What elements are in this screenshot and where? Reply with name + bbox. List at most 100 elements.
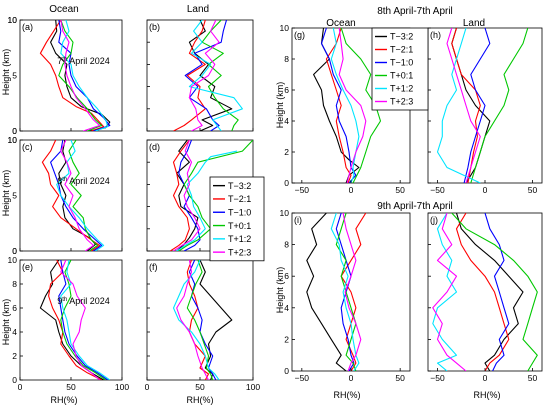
ytick-label-g-3: 6 bbox=[284, 85, 289, 95]
land-title-right: Land bbox=[463, 18, 485, 29]
series-line-d-1 bbox=[169, 140, 190, 251]
legend-label-right-4: T+1:2 bbox=[390, 84, 413, 94]
legend-label-left-0: T−3:2 bbox=[228, 181, 251, 191]
ytick-label-g-0: 0 bbox=[284, 178, 289, 188]
ytick-label-e-2: 4 bbox=[12, 327, 17, 337]
series-line-i-5 bbox=[342, 213, 362, 371]
legend-box-left bbox=[209, 176, 265, 262]
panel-f: 0 50 100 (f) bbox=[145, 259, 260, 392]
series-line-h-4 bbox=[436, 28, 481, 183]
legend-label-left-4: T+1:2 bbox=[228, 234, 251, 244]
panel-frame-e bbox=[19, 259, 123, 381]
panel-h: −50 0 50 (h) bbox=[427, 27, 543, 195]
panel-letter-e: (e) bbox=[22, 262, 33, 272]
series-line-d-3 bbox=[178, 140, 253, 251]
ytick-label-c-5: 10 bbox=[8, 135, 18, 145]
xtick-label-e-1: 50 bbox=[66, 382, 76, 392]
series-line-a-3 bbox=[58, 20, 103, 131]
panel-i: 0 2 4 6 8 10 −50 0 50 (i) bbox=[280, 208, 411, 383]
xlabel-i: RH(%) bbox=[334, 390, 361, 400]
panel-frame-j bbox=[427, 212, 543, 372]
panel-letter-d: (d) bbox=[149, 142, 160, 152]
legend-label-left-2: T−1:0 bbox=[228, 207, 251, 217]
panel-letter-b: (b) bbox=[149, 22, 160, 32]
series-line-g-2 bbox=[320, 28, 357, 183]
panel-frame-c bbox=[19, 139, 123, 252]
series-line-i-0 bbox=[306, 213, 347, 371]
series-line-g-4 bbox=[330, 28, 360, 183]
series-line-e-5 bbox=[60, 260, 100, 380]
ocean-title-left: Ocean bbox=[49, 4, 78, 15]
legend-label-right-2: T−1:0 bbox=[390, 58, 413, 68]
xtick-label-h-1: 0 bbox=[483, 185, 488, 195]
legend-box-right bbox=[371, 27, 429, 111]
legend-label-left-5: T+2:3 bbox=[228, 247, 251, 257]
panel-letter-h: (h) bbox=[430, 30, 441, 40]
xtick-label-g-1: 0 bbox=[349, 185, 354, 195]
series-line-d-2 bbox=[178, 140, 201, 251]
series-line-f-3 bbox=[186, 260, 214, 380]
xtick-label-i-1: 0 bbox=[349, 373, 354, 383]
panel-letter-g: (g) bbox=[294, 30, 305, 40]
legend-left: T−3:2 T−2:1 T−1:0 T+0:1 T+1:2 T+2:3 bbox=[209, 176, 265, 262]
series-line-j-1 bbox=[455, 213, 510, 371]
ytick-label5-c-0: 0 bbox=[12, 246, 17, 256]
series-line-b-0 bbox=[188, 20, 233, 131]
ytick-label5-a-0: 0 bbox=[12, 126, 17, 136]
series-line-i-1 bbox=[340, 213, 367, 371]
panel-date-e: 9th April 2024 bbox=[57, 296, 110, 306]
series-line-h-2 bbox=[463, 28, 491, 183]
xtick-label-g-2: 50 bbox=[395, 185, 405, 195]
legend-label-right-3: T+0:1 bbox=[390, 71, 413, 81]
ytick-label-a-5: 10 bbox=[8, 15, 18, 25]
panel-letter-i: (i) bbox=[294, 215, 302, 225]
panel-j: −50 0 50 (j) bbox=[427, 212, 543, 383]
xtick-label-i-0: −50 bbox=[295, 373, 310, 383]
xtick-label-h-2: 50 bbox=[528, 185, 538, 195]
series-line-a-5 bbox=[60, 20, 101, 131]
legend-right: T−3:2 T−2:1 T−1:0 T+0:1 T+1:2 T+2:3 bbox=[371, 27, 429, 111]
xlabel-e: RH(%) bbox=[51, 395, 78, 405]
xtick-label-e-0: 0 bbox=[18, 382, 23, 392]
ytick-label-i-2: 4 bbox=[284, 303, 289, 313]
series-line-h-5 bbox=[446, 28, 481, 183]
series-line-i-4 bbox=[330, 213, 360, 371]
ytick-label5-a-2: 10 bbox=[8, 15, 18, 25]
panel-date-a: 7th April 2024 bbox=[57, 56, 110, 66]
ocean-title-right: Ocean bbox=[326, 18, 355, 29]
panel-frame-f bbox=[146, 259, 254, 381]
series-line-j-2 bbox=[484, 213, 510, 371]
series-line-c-5 bbox=[60, 140, 94, 251]
series-line-j-5 bbox=[432, 213, 467, 371]
land-title-left: Land bbox=[187, 4, 209, 15]
series-line-i-2 bbox=[335, 213, 355, 371]
series-line-c-4 bbox=[56, 140, 105, 251]
ylabel-c: Height (km) bbox=[1, 170, 11, 217]
ytick-label-g-2: 4 bbox=[284, 116, 289, 126]
ytick-label-g-4: 8 bbox=[284, 54, 289, 64]
series-line-e-3 bbox=[60, 260, 107, 380]
series-line-d-5 bbox=[173, 140, 201, 251]
xtick-label-j-2: 50 bbox=[528, 373, 538, 383]
ylabel-g: Height (km) bbox=[275, 82, 285, 129]
series-line-b-1 bbox=[173, 20, 206, 131]
ytick-label-i-1: 2 bbox=[284, 334, 289, 344]
series-line-f-5 bbox=[176, 260, 209, 380]
series-line-j-4 bbox=[432, 213, 458, 371]
legend-label-right-0: T−3:2 bbox=[390, 32, 413, 42]
ylabel-a: Height (km) bbox=[1, 49, 11, 96]
ytick-label-i-0: 0 bbox=[284, 366, 289, 376]
legend-label-left-1: T−2:1 bbox=[228, 194, 251, 204]
xtick-label-f-0: 0 bbox=[145, 382, 150, 392]
ytick-label-g-5: 10 bbox=[280, 23, 290, 33]
series-line-j-3 bbox=[451, 213, 538, 371]
legend-label-left-3: T+0:1 bbox=[228, 221, 251, 231]
series-line-a-0 bbox=[50, 20, 111, 131]
series-line-h-1 bbox=[451, 28, 481, 183]
series-line-b-5 bbox=[188, 20, 220, 131]
series-line-g-5 bbox=[338, 28, 367, 183]
series-line-e-2 bbox=[58, 260, 109, 380]
